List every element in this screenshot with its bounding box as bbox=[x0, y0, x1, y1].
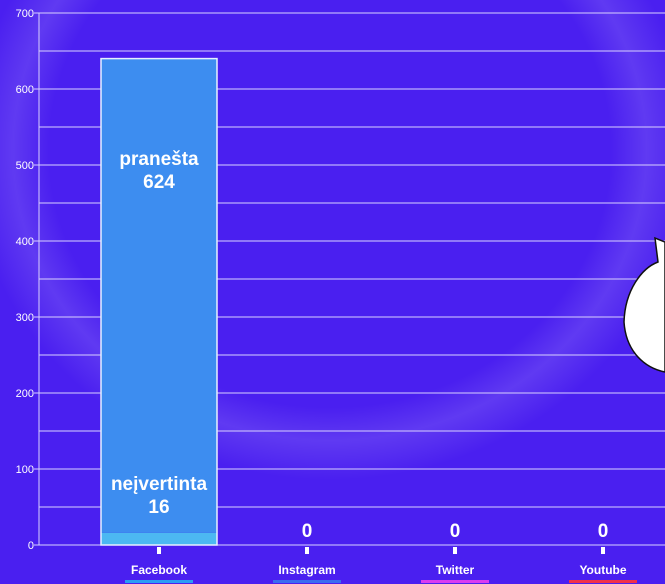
x-tick-label: Instagram bbox=[278, 563, 335, 577]
x-tick-label: Youtube bbox=[579, 563, 626, 577]
x-tick-mark bbox=[305, 547, 309, 554]
data-label-facebook-pranesta: 624 bbox=[143, 172, 175, 193]
bar-facebook-pranesta bbox=[101, 58, 217, 533]
x-tick-mark bbox=[157, 547, 161, 554]
category-color-marker bbox=[125, 580, 193, 583]
category-color-marker bbox=[421, 580, 489, 583]
y-tick-label: 600 bbox=[16, 84, 34, 96]
bar-facebook-neivertinta bbox=[101, 532, 217, 545]
y-tick-label: 700 bbox=[16, 8, 34, 20]
x-tick-mark bbox=[601, 547, 605, 554]
axis-layer: 0 100 200 300 400 500 600 700 Facebook Instagram T… bbox=[16, 8, 637, 583]
category-color-marker bbox=[273, 580, 341, 583]
data-label-facebook-pranesta: pranešta bbox=[119, 149, 199, 170]
y-tick-label: 0 bbox=[28, 540, 34, 552]
data-label-facebook-neivertinta: 16 bbox=[148, 497, 169, 518]
y-tick-label: 500 bbox=[16, 160, 34, 172]
y-tick-label: 100 bbox=[16, 464, 34, 476]
category-color-marker bbox=[569, 580, 637, 583]
data-label-youtube: 0 bbox=[598, 521, 609, 542]
data-label-instagram: 0 bbox=[302, 521, 313, 542]
y-tick-label: 300 bbox=[16, 312, 34, 324]
speech-bubble bbox=[623, 236, 665, 373]
x-tick-mark bbox=[453, 547, 457, 554]
data-label-twitter: 0 bbox=[450, 521, 461, 542]
bar-layer bbox=[100, 57, 218, 546]
x-tick-label: Facebook bbox=[131, 563, 187, 577]
data-label-facebook-neivertinta: neįvertinta bbox=[111, 474, 208, 495]
bar-outline-facebook bbox=[100, 57, 218, 546]
y-tick-label: 200 bbox=[16, 388, 34, 400]
x-tick-label: Twitter bbox=[436, 563, 475, 577]
y-tick-label: 400 bbox=[16, 236, 34, 248]
background-swirl bbox=[0, 0, 665, 480]
